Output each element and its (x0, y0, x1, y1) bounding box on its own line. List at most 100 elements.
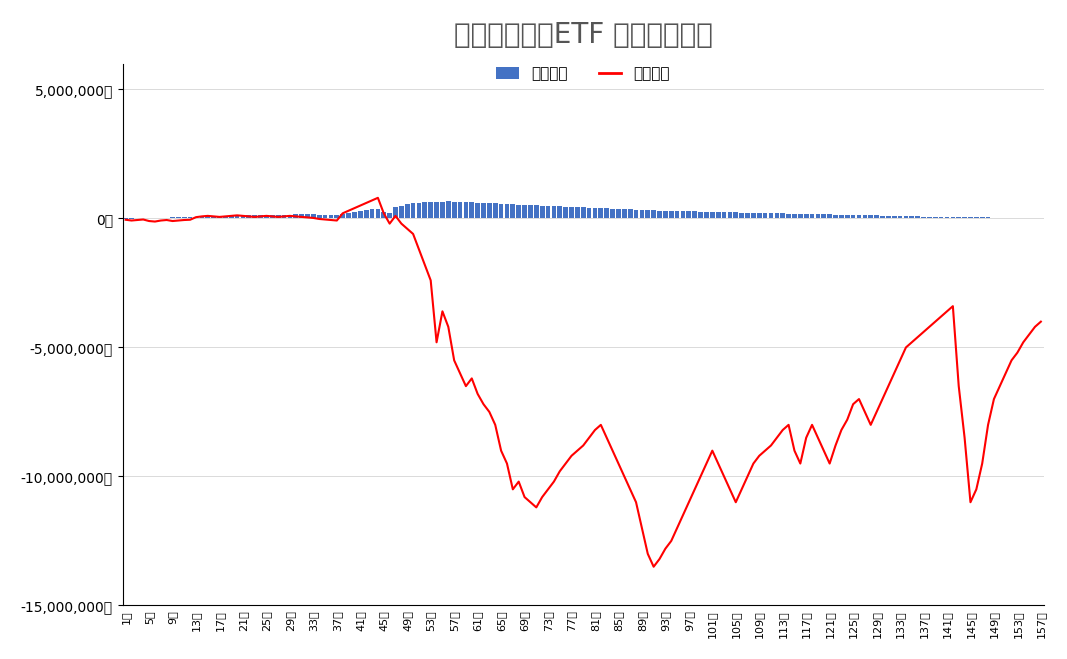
Bar (850, 215, 856, 218)
Bar (599, 208, 603, 218)
Bar (563, 206, 568, 218)
Bar (839, 215, 844, 218)
Bar (845, 215, 849, 218)
Bar (745, 213, 750, 218)
Bar (857, 215, 861, 218)
Bar (218, 216, 222, 218)
Bar (1021, 217, 1025, 218)
Bar (552, 206, 556, 218)
Bar (458, 202, 462, 218)
Bar (322, 215, 328, 218)
Bar (634, 210, 638, 218)
Bar (991, 217, 997, 218)
Bar (416, 203, 421, 218)
Bar (446, 202, 450, 218)
Bar (592, 208, 598, 218)
Bar (223, 216, 227, 218)
Bar (698, 212, 703, 218)
Bar (275, 215, 281, 218)
Bar (575, 207, 579, 218)
Bar (540, 206, 544, 218)
Bar (874, 215, 879, 218)
Bar (411, 204, 415, 218)
Bar (980, 217, 985, 218)
Bar (663, 211, 668, 218)
Bar (381, 212, 386, 218)
Bar (364, 210, 368, 218)
Bar (751, 213, 755, 218)
Bar (892, 216, 896, 218)
Bar (716, 212, 720, 218)
Bar (164, 217, 169, 218)
Bar (998, 217, 1002, 218)
Bar (710, 212, 715, 218)
Bar (681, 212, 685, 218)
Bar (775, 214, 779, 218)
Bar (528, 205, 532, 218)
Bar (792, 214, 797, 218)
Bar (258, 215, 262, 218)
Bar (651, 210, 656, 218)
Bar (763, 213, 767, 218)
Bar (434, 202, 439, 218)
Bar (1003, 217, 1008, 218)
Bar (240, 215, 245, 218)
Bar (182, 217, 187, 218)
Bar (340, 214, 345, 218)
Bar (939, 217, 943, 218)
Bar (739, 212, 744, 218)
Bar (587, 208, 591, 218)
Bar (827, 214, 832, 218)
Bar (822, 214, 826, 218)
Bar (399, 206, 403, 218)
Bar (927, 217, 931, 218)
Bar (463, 202, 468, 218)
Bar (171, 217, 175, 218)
Bar (721, 212, 727, 218)
Bar (1009, 217, 1014, 218)
Bar (639, 210, 644, 218)
Bar (440, 202, 445, 218)
Bar (557, 206, 562, 218)
Bar (498, 204, 504, 218)
Bar (393, 207, 398, 218)
Bar (915, 216, 920, 218)
Bar (862, 215, 867, 218)
Bar (897, 216, 903, 218)
Bar (545, 206, 551, 218)
Bar (921, 217, 926, 218)
Legend: 実現損益, 評価損益: 実現損益, 評価損益 (490, 61, 676, 88)
Bar (493, 204, 497, 218)
Bar (329, 215, 333, 218)
Bar (880, 215, 885, 218)
Bar (810, 214, 814, 218)
Bar (357, 211, 363, 218)
Bar (235, 215, 239, 218)
Bar (1015, 217, 1020, 218)
Bar (534, 206, 539, 218)
Bar (188, 217, 192, 218)
Bar (176, 217, 180, 218)
Bar (194, 217, 198, 218)
Bar (610, 209, 615, 218)
Bar (768, 213, 774, 218)
Bar (604, 208, 609, 218)
Bar (299, 214, 304, 218)
Bar (780, 214, 785, 218)
Bar (451, 202, 457, 218)
Bar (246, 215, 251, 218)
Bar (933, 217, 938, 218)
Bar (516, 204, 521, 218)
Bar (956, 217, 961, 218)
Bar (264, 215, 269, 218)
Bar (287, 215, 292, 218)
Bar (317, 215, 321, 218)
Bar (728, 212, 732, 218)
Bar (404, 204, 410, 218)
Bar (674, 211, 680, 218)
Bar (869, 215, 873, 218)
Bar (569, 207, 574, 218)
Bar (803, 214, 809, 218)
Bar (944, 217, 950, 218)
Bar (387, 214, 392, 218)
